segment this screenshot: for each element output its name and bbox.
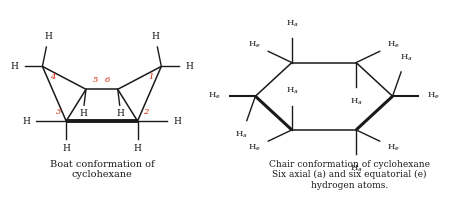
Text: H$_e$: H$_e$ bbox=[387, 143, 400, 153]
Text: H: H bbox=[62, 144, 70, 153]
Text: H$_a$: H$_a$ bbox=[236, 130, 248, 140]
Text: 5: 5 bbox=[93, 77, 99, 84]
Text: H: H bbox=[173, 117, 181, 126]
Text: 6: 6 bbox=[105, 77, 110, 84]
Text: Boat conformation of
cyclohexane: Boat conformation of cyclohexane bbox=[50, 160, 154, 179]
Text: H: H bbox=[45, 32, 53, 41]
Text: Chair conformation of cyclohexane
Six axial (a) and six equatorial (e)
hydrogen : Chair conformation of cyclohexane Six ax… bbox=[269, 160, 430, 190]
Text: 1: 1 bbox=[149, 73, 154, 81]
Text: H$_a$: H$_a$ bbox=[285, 18, 298, 29]
Text: H$_a$: H$_a$ bbox=[350, 96, 363, 107]
Text: H: H bbox=[185, 62, 193, 71]
Text: H: H bbox=[151, 32, 159, 41]
Text: H: H bbox=[23, 117, 30, 126]
Text: H$_e$: H$_e$ bbox=[387, 39, 400, 50]
Text: H$_e$: H$_e$ bbox=[208, 91, 220, 101]
Text: 4: 4 bbox=[50, 73, 55, 81]
Text: H: H bbox=[134, 144, 141, 153]
Text: H$_a$: H$_a$ bbox=[400, 52, 412, 63]
Text: H: H bbox=[79, 109, 87, 118]
Text: H$_e$: H$_e$ bbox=[248, 39, 261, 50]
Text: 3: 3 bbox=[55, 108, 61, 116]
Text: H$_a$: H$_a$ bbox=[285, 86, 298, 96]
Text: H$_a$: H$_a$ bbox=[350, 164, 363, 174]
Text: H$_e$: H$_e$ bbox=[428, 91, 440, 101]
Text: 2: 2 bbox=[143, 108, 148, 116]
Text: H$_e$: H$_e$ bbox=[248, 143, 261, 153]
Text: H: H bbox=[11, 62, 18, 71]
Text: H: H bbox=[117, 109, 125, 118]
